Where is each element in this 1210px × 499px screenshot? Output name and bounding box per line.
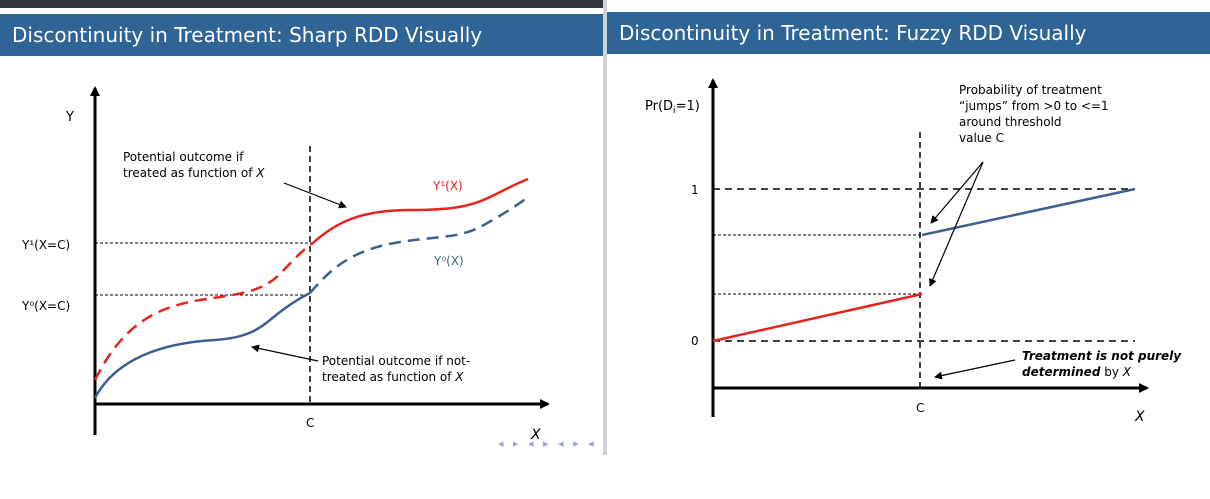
- untreated-annotation-var: X: [454, 370, 464, 384]
- jump-arrow-lower: [929, 161, 984, 287]
- jump-annotation-line3: around threshold: [959, 115, 1062, 129]
- y1-curve-label: Y¹(X): [432, 179, 463, 193]
- x-axis-label: X: [1134, 409, 1145, 425]
- untreated-annotation-arrow: [251, 344, 319, 362]
- y0-curve-untreated-region: [93, 291, 311, 399]
- slide-separator: [603, 0, 607, 455]
- y1-curve-untreated-region: [93, 241, 314, 381]
- not-pure-arrow: [934, 359, 1016, 380]
- treated-annotation: Potential outcome if treated as function…: [123, 150, 265, 180]
- y0-curve-treated-region: [309, 196, 529, 294]
- slide-title-fuzzy: Discontinuity in Treatment: Fuzzy RDD Vi…: [607, 12, 1210, 54]
- untreated-annotation-line1: Potential outcome if not-: [322, 354, 470, 368]
- y-axis-label-end: =1): [676, 99, 700, 114]
- slide-fuzzy-rdd: Discontinuity in Treatment: Fuzzy RDD Vi…: [607, 0, 1210, 455]
- tick-zero-label: 0: [691, 334, 699, 348]
- y-axis-label: Pr(Di=1): [645, 99, 700, 116]
- y0-curve-label: Y⁰(X): [433, 254, 464, 268]
- cutoff-label: C: [916, 401, 924, 415]
- jump-annotation-line4: value C: [959, 131, 1004, 145]
- not-pure-var: X: [1122, 365, 1132, 379]
- tick-one-label: 1: [691, 183, 699, 197]
- treated-annotation-line1: Potential outcome if: [123, 150, 244, 164]
- not-pure-line2a: determined: [1022, 365, 1101, 379]
- prob-above-cutoff: [921, 187, 1136, 237]
- treated-annotation-arrow: [283, 182, 347, 209]
- x-axis-label: X: [530, 427, 541, 443]
- not-pure-annotation: Treatment is not purely determined by X: [1022, 349, 1185, 379]
- not-pure-line1: Treatment is not purely: [1022, 349, 1182, 363]
- slide-sharp-rdd: Discontinuity in Treatment: Sharp RDD Vi…: [0, 0, 603, 455]
- jump-annotation-line2: “jumps” from >0 to <=1: [959, 99, 1109, 113]
- cutoff-label: C: [306, 416, 314, 430]
- prob-below-cutoff: [712, 292, 923, 343]
- beamer-navigation-symbols[interactable]: ◂ ▸ ◂ ▸ ◂ ▸ ◂ ▸ ≡ ⟲: [498, 437, 603, 450]
- y1-at-c-label: Y¹(X=C): [21, 238, 70, 252]
- untreated-annotation-line2: treated as function of: [322, 370, 455, 384]
- y-axis-label-main: Pr(D: [645, 99, 673, 114]
- slide-title-sharp: Discontinuity in Treatment: Sharp RDD Vi…: [0, 14, 603, 56]
- treated-annotation-var: X: [255, 166, 265, 180]
- slide-top-bar: [0, 0, 603, 8]
- untreated-annotation: Potential outcome if not- treated as fun…: [322, 354, 474, 384]
- sharp-rdd-figure: Y X C Y¹(X=C) Y⁰(X=C) Y¹(X) Y⁰(X) Potent…: [21, 86, 550, 443]
- y0-at-c-label: Y⁰(X=C): [21, 299, 70, 313]
- fuzzy-rdd-figure: Pr(Di=1) 1 0 C X Probability of treatmen…: [645, 78, 1185, 425]
- treated-annotation-line2: treated as function of: [123, 166, 256, 180]
- y-axis-label: Y: [65, 110, 74, 125]
- not-pure-line2b: by: [1100, 365, 1122, 379]
- y1-curve-treated-region: [312, 177, 529, 244]
- y-axis-label-sub: i: [673, 106, 676, 116]
- jump-annotation-line1: Probability of treatment: [959, 83, 1102, 97]
- jump-annotation: Probability of treatment “jumps” from >0…: [959, 83, 1112, 145]
- jump-arrow-upper: [930, 161, 984, 224]
